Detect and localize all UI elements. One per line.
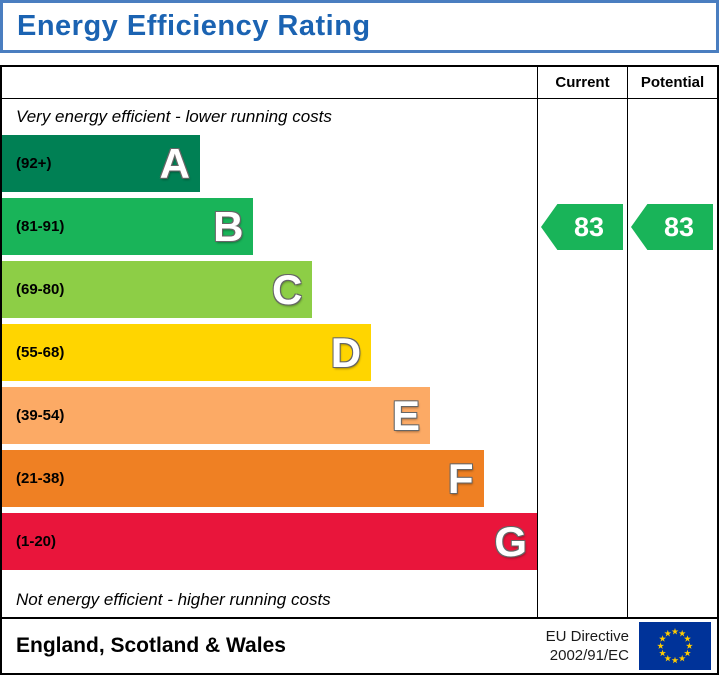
band-row-b: (81-91) B [2, 198, 254, 255]
current-column-header: Current [537, 67, 627, 98]
current-rating-value: 83 [573, 211, 605, 242]
band-letter: A [159, 139, 190, 187]
band-letter: D [330, 328, 362, 376]
potential-rating-column: 83 [627, 99, 717, 617]
eu-directive-line1: EU Directive [545, 627, 629, 645]
eu-directive-line2: 2002/91/EC [549, 647, 629, 664]
band-letter: B [213, 202, 244, 250]
chart-header: Energy Efficiency Rating [0, 0, 719, 53]
band-range-label: (39-54) [16, 407, 65, 424]
chart-title: Energy Efficiency Rating [17, 10, 371, 42]
current-rating-column: 83 [537, 99, 627, 617]
rating-scale: Very energy efficient - lower running co… [2, 99, 537, 617]
band-range-label: (92+) [16, 155, 52, 172]
top-note: Very energy efficient - lower running co… [16, 107, 332, 126]
band-letter: G [494, 517, 527, 565]
band-range-label: (21-38) [16, 470, 65, 487]
table-header-row: Current Potential [2, 67, 717, 99]
potential-rating-pointer: 83 [631, 204, 713, 250]
table-body: Very energy efficient - lower running co… [2, 99, 717, 617]
potential-column-header: Potential [627, 67, 717, 98]
current-rating-pointer: 83 [541, 204, 623, 250]
band-range-label: (1-20) [16, 533, 57, 550]
band-letter: F [447, 454, 474, 502]
band-row-c: (69-80) C [2, 261, 313, 318]
band-row-d: (55-68) D [2, 324, 372, 381]
eu-directive-label: EU Directive 2002/91/EC [546, 627, 629, 666]
band-row-f: (21-38) F [2, 450, 484, 507]
region-label: England, Scotland & Wales [16, 634, 286, 657]
rating-table: Current Potential Very energy efficient … [0, 65, 719, 675]
band-range-label: (55-68) [16, 344, 65, 361]
potential-rating-value: 83 [663, 211, 695, 242]
band-letter: C [271, 265, 303, 313]
table-footer: England, Scotland & Wales EU Directive 2… [2, 617, 717, 673]
scale-header-spacer [2, 67, 537, 98]
band-row-e: (39-54) E [2, 387, 430, 444]
eu-flag-icon [639, 622, 711, 670]
band-row-g: (1-20) G [2, 513, 537, 570]
band-row-a: (92+) A [2, 135, 200, 192]
band-letter: E [391, 391, 420, 439]
band-range-label: (81-91) [16, 218, 65, 235]
bottom-note: Not energy efficient - higher running co… [16, 590, 331, 609]
band-range-label: (69-80) [16, 281, 65, 298]
